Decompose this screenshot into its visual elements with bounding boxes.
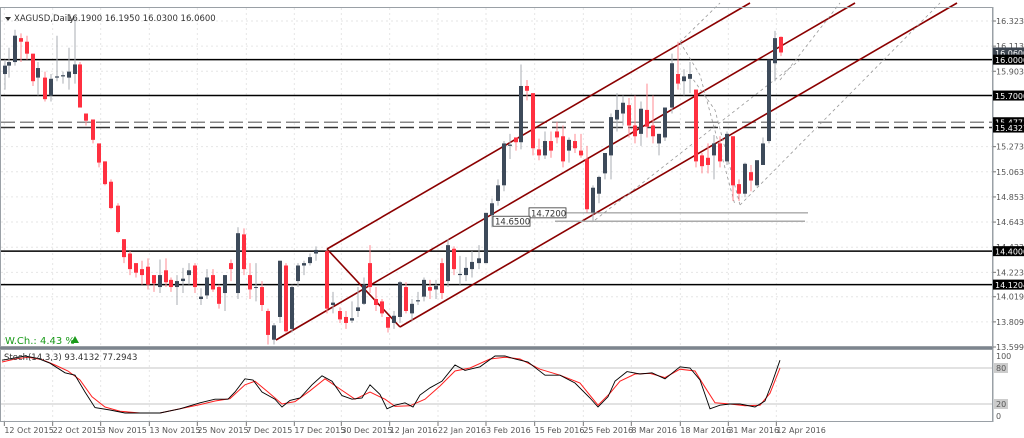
horizontal-levels: [1, 58, 992, 286]
ohlc-values: 16.1900 16.1950 16.0300 16.0600: [67, 14, 216, 24]
time-tick-label: 15 Feb 2016: [535, 426, 585, 435]
stoch-level-label: 20: [996, 400, 1006, 409]
time-tick-label: 25 Nov 2015: [197, 426, 248, 435]
stoch-level-label: 80: [996, 364, 1006, 373]
price-level-tag: 16.0000: [995, 56, 1024, 65]
price-tick-label: 15.2730: [996, 143, 1024, 152]
price-tick-label: 13.5990: [996, 343, 1024, 352]
stoch-signal-line: [1, 356, 781, 414]
weekly-change-label: W.Ch.: 4.43 %: [5, 336, 75, 347]
price-annotation-box: [492, 215, 531, 227]
time-tick-label: 25 Feb 2016: [583, 426, 633, 435]
time-tick-label: 18 Mar 2016: [680, 426, 731, 435]
pitchfork-channels[interactable]: [275, 2, 958, 341]
price-tick-label: 15.0630: [996, 168, 1024, 177]
time-tick-label: 8 Mar 2016: [631, 426, 677, 435]
time-tick-label: 31 Mar 2016: [728, 426, 779, 435]
time-tick-label: 30 Dec 2015: [341, 426, 392, 435]
stoch-level-label: 0: [996, 412, 1001, 421]
stoch-main-line: [1, 355, 781, 414]
price-tick-label: 14.0190: [996, 293, 1024, 302]
price-tick-label: 14.6430: [996, 218, 1024, 227]
time-tick-label: 17 Dec 2015: [294, 426, 345, 435]
stochastic-pane: 100 80 20 0: [1, 352, 1011, 421]
time-tick-label: 12 Jan 2016: [390, 426, 438, 435]
price-level-tag: 16.0600: [995, 49, 1024, 58]
triangle-up-icon: [71, 336, 79, 343]
price-annotation-label: 14.6500: [495, 218, 530, 228]
time-tick-label: 13 Nov 2015: [149, 426, 200, 435]
price-tick-label: 13.8090: [996, 318, 1024, 327]
price-level-tag: 14.4000: [995, 248, 1024, 257]
time-tick-label: 22 Oct 2015: [53, 426, 102, 435]
price-tick-label: 14.2230: [996, 268, 1024, 277]
time-tick-label: 12 Apr 2016: [776, 426, 825, 435]
time-tick-label: 3 Nov 2015: [101, 426, 147, 435]
candlestick-series: [3, 17, 783, 345]
price-level-tag: 15.4327: [995, 124, 1024, 133]
price-annotation-label: 14.7200: [531, 209, 566, 219]
price-level-tag: 14.1204: [995, 281, 1024, 290]
stochastic-label: Stoch(14,3,3) 93.4132 77.2943: [4, 353, 137, 363]
time-tick-label: 12 Oct 2015: [4, 426, 53, 435]
price-tick-label: 15.9030: [996, 67, 1024, 76]
price-tick-label: 14.8530: [996, 193, 1024, 202]
price-annotation-box: [528, 207, 567, 219]
price-tick-label: 16.1130: [996, 42, 1024, 51]
time-tick-label: 7 Dec 2015: [246, 426, 292, 435]
symbol-label: XAGUSD,Daily: [14, 14, 74, 24]
time-tick-label: 3 Feb 2016: [486, 426, 531, 435]
stoch-level-label: 100: [996, 352, 1011, 361]
price-level-tag: 15.7000: [995, 92, 1024, 101]
time-tick-label: 22 Jan 2016: [438, 426, 486, 435]
price-tick-label: 16.3230: [996, 17, 1024, 26]
triangle-down-icon[interactable]: [5, 17, 11, 21]
